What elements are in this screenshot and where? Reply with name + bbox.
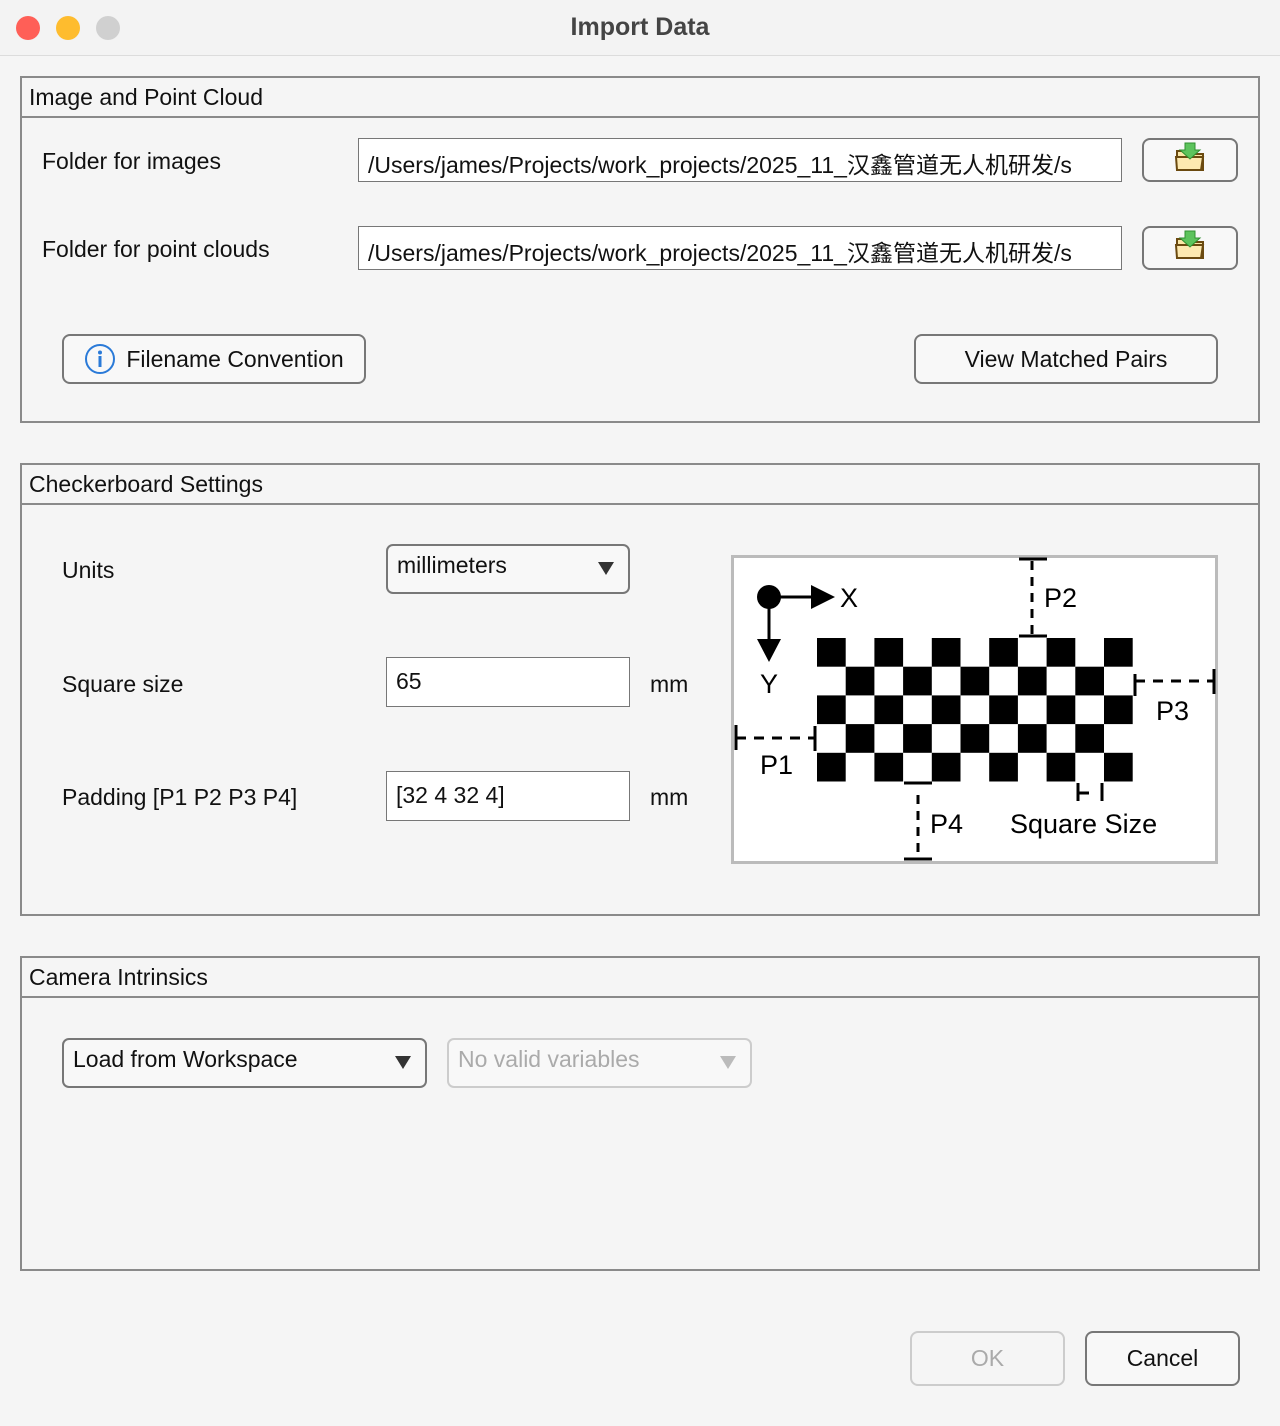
y-axis-label: Y xyxy=(760,669,778,699)
checker-square xyxy=(1046,695,1076,725)
checker-square xyxy=(960,724,990,753)
checker-square xyxy=(1075,724,1104,753)
checker-square xyxy=(1075,666,1104,696)
intrinsics-source-value: Load from Workspace xyxy=(73,1046,298,1072)
checker-square xyxy=(931,752,961,782)
checker-square xyxy=(989,638,1018,667)
checker-square xyxy=(1046,638,1076,667)
panel-title: Checkerboard Settings xyxy=(22,465,1258,505)
images-folder-input[interactable]: /Users/james/Projects/work_projects/2025… xyxy=(358,138,1122,182)
checker-square xyxy=(1017,724,1047,753)
checker-square xyxy=(874,638,904,667)
padding-unit: mm xyxy=(650,784,689,810)
units-label: Units xyxy=(62,557,115,583)
chevron-down-icon xyxy=(598,562,614,575)
camera-intrinsics-panel: Camera Intrinsics xyxy=(20,956,1260,1271)
checker-square xyxy=(903,724,932,753)
checker-square xyxy=(903,666,932,696)
p1-label: P1 xyxy=(760,750,793,780)
filename-convention-label: Filename Convention xyxy=(126,345,344,372)
y-axis-arrow xyxy=(757,639,781,662)
checker-square xyxy=(931,695,961,725)
checker-square xyxy=(817,752,846,782)
checker-square xyxy=(989,695,1018,725)
square-size-diagram-label: Square Size xyxy=(1010,809,1157,839)
images-folder-label: Folder for images xyxy=(42,148,221,174)
checker-square xyxy=(989,752,1018,782)
folder-import-icon xyxy=(1173,229,1207,267)
square-size-input[interactable]: 65 xyxy=(386,657,630,707)
info-icon xyxy=(85,344,116,374)
checker-square xyxy=(817,695,846,725)
panel-title: Camera Intrinsics xyxy=(22,958,1258,998)
square-size-unit: mm xyxy=(650,671,689,697)
p2-label: P2 xyxy=(1044,583,1077,613)
ok-button[interactable]: OK xyxy=(910,1331,1065,1386)
checkerboard-diagram: X Y P2 P3 P1 P4 Square Size xyxy=(731,555,1218,864)
cancel-button[interactable]: Cancel xyxy=(1085,1331,1240,1386)
checker-square xyxy=(817,638,846,667)
window-title: Import Data xyxy=(570,13,710,41)
browse-point-clouds-button[interactable] xyxy=(1142,226,1238,270)
square-size-label: Square size xyxy=(62,671,184,697)
checker-square xyxy=(1104,638,1133,667)
checker-square xyxy=(1017,666,1047,696)
point-clouds-folder-input[interactable]: /Users/james/Projects/work_projects/2025… xyxy=(358,226,1122,270)
folder-import-icon xyxy=(1173,141,1207,179)
point-clouds-folder-label: Folder for point clouds xyxy=(42,236,270,262)
intrinsics-source-dropdown[interactable]: Load from Workspace xyxy=(62,1038,427,1088)
close-window-button[interactable] xyxy=(16,16,40,40)
padding-label: Padding [P1 P2 P3 P4] xyxy=(62,784,298,810)
panel-title: Image and Point Cloud xyxy=(22,78,1258,118)
minimize-window-button[interactable] xyxy=(56,16,80,40)
checker-square xyxy=(1046,752,1076,782)
checkerboard-squares xyxy=(817,638,1133,782)
title-bar: Import Data xyxy=(0,0,1280,56)
zoom-window-button[interactable] xyxy=(96,16,120,40)
browse-images-button[interactable] xyxy=(1142,138,1238,182)
chevron-down-icon xyxy=(720,1056,736,1069)
x-axis-arrow xyxy=(811,585,835,609)
p4-label: P4 xyxy=(930,809,963,839)
checker-square xyxy=(874,695,904,725)
filename-convention-button[interactable]: Filename Convention xyxy=(62,334,366,384)
checker-square xyxy=(845,666,875,696)
checker-square xyxy=(1104,695,1133,725)
units-dropdown[interactable]: millimeters xyxy=(386,544,630,594)
x-axis-label: X xyxy=(840,583,858,613)
padding-input[interactable]: [32 4 32 4] xyxy=(386,771,630,821)
checker-square xyxy=(960,666,990,696)
units-value: millimeters xyxy=(397,552,507,578)
checker-square xyxy=(1104,752,1133,782)
checker-square xyxy=(931,638,961,667)
checker-square xyxy=(845,724,875,753)
p3-label: P3 xyxy=(1156,696,1189,726)
workspace-variable-value: No valid variables xyxy=(458,1046,640,1072)
chevron-down-icon xyxy=(395,1056,411,1069)
view-matched-pairs-button[interactable]: View Matched Pairs xyxy=(914,334,1218,384)
checker-square xyxy=(874,752,904,782)
workspace-variable-dropdown[interactable]: No valid variables xyxy=(447,1038,752,1088)
